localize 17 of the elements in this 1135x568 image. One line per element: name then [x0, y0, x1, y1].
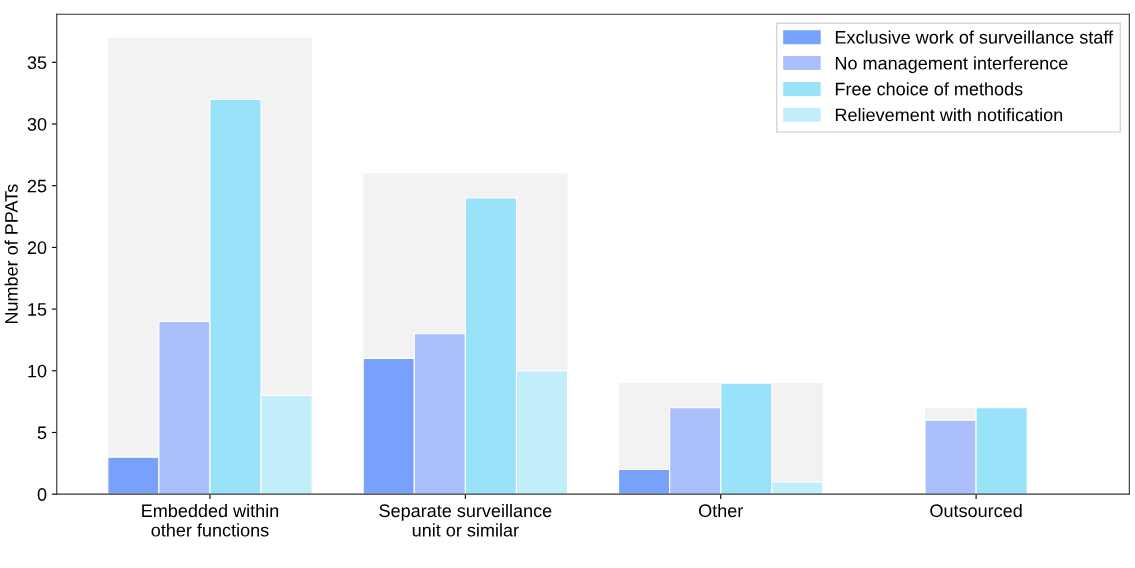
y-tick-label: 25 — [27, 179, 47, 193]
y-tick-label: 15 — [28, 303, 47, 316]
y-tick-label: 35 — [27, 56, 47, 70]
legend-label: Free choice of methods — [835, 82, 1023, 96]
legend-label: Exclusive work of surveillance staff — [835, 30, 1114, 44]
y-tick-label: 20 — [27, 241, 47, 255]
x-tick-label: Outsourced — [930, 503, 1022, 518]
y-tick-label: 0 — [37, 488, 47, 501]
y-tick-label: 10 — [28, 364, 47, 378]
y-tick-label: 30 — [27, 117, 47, 131]
x-tick-label: Embedded within other functions — [142, 503, 279, 537]
y-axis-title: Number of PPATs — [4, 184, 18, 324]
y-tick-label: 5 — [37, 426, 47, 440]
legend-label: No management interference — [835, 56, 1068, 74]
x-tick-label: Other — [699, 503, 744, 518]
x-tick-label: Separate surveillance unit or similar — [379, 503, 552, 537]
legend-label: Relievement with notification — [835, 108, 1063, 122]
